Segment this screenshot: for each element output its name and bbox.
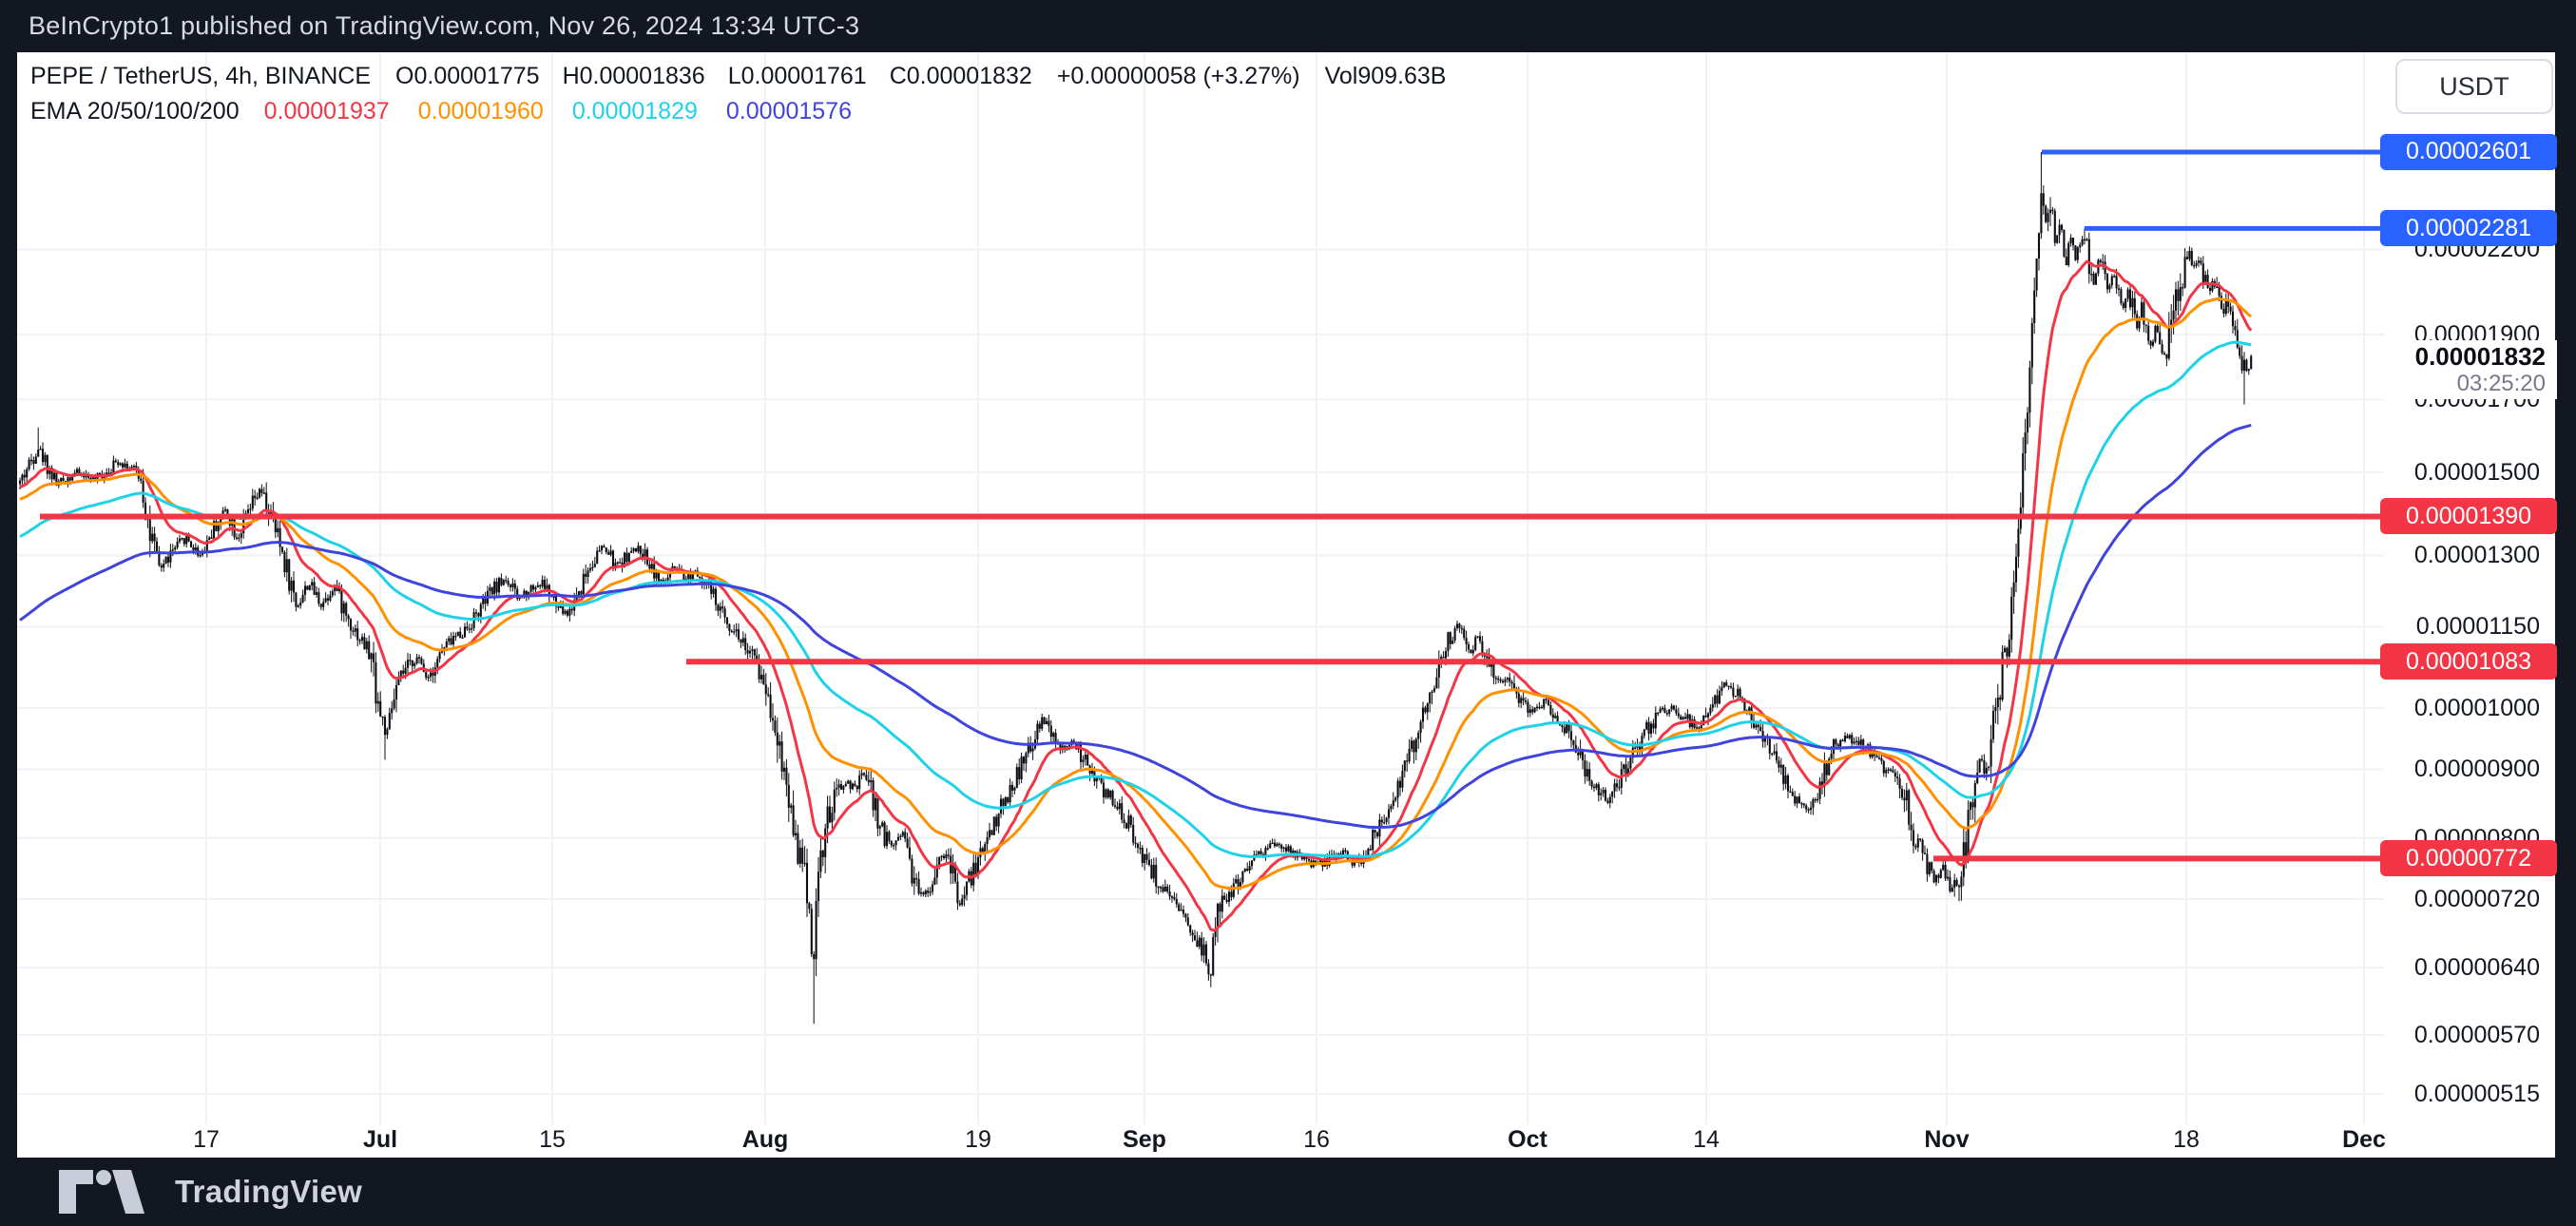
currency-toggle-button[interactable]: USDT xyxy=(2395,59,2553,114)
time-tick-label: 18 xyxy=(2173,1126,2200,1153)
time-scale[interactable]: 17 Jul 15 Aug 19 Sep 16 Oct 14 Nov 18 Dec xyxy=(17,1124,2555,1158)
price-tick-label: 0.00001500 xyxy=(2413,458,2540,486)
candles-layer xyxy=(18,151,2253,1025)
ema-20-line xyxy=(19,259,2253,932)
time-tick-label: Aug xyxy=(741,1126,789,1153)
ema-200-line xyxy=(19,423,2252,830)
ohlc-values: O0.00001775 H0.00001836 L0.00001761 C0.0000… xyxy=(395,63,1032,90)
change-value: +0.00000058 (+3.27%) xyxy=(1056,63,1300,89)
time-tick-label: Jul xyxy=(362,1126,398,1153)
ema-100-value: 0.00001829 xyxy=(571,98,698,125)
legend-symbol-row: PEPE / TetherUS, 4h, BINANCE O0.00001775… xyxy=(30,63,1447,90)
current-price-label: 0.00001832 03:25:20 xyxy=(2378,340,2557,399)
time-tick-label: Sep xyxy=(1123,1126,1166,1153)
ohlc-c-value: C0.00001832 xyxy=(889,63,1032,89)
support-price-label[interactable]: 0.00001083 xyxy=(2380,643,2557,680)
support-price-label[interactable]: 0.00001390 xyxy=(2380,498,2557,535)
ohlc-o-value: O0.00001775 xyxy=(395,63,540,89)
support-price-label[interactable]: 0.00000772 xyxy=(2380,840,2557,877)
symbol-title[interactable]: PEPE / TetherUS, 4h, BINANCE xyxy=(30,63,372,89)
resistance-price-label[interactable]: 0.00002601 xyxy=(2380,133,2557,170)
bar-countdown-timer: 03:25:20 xyxy=(2456,371,2546,396)
time-tick-label: 17 xyxy=(193,1126,220,1153)
tradingview-logo-icon xyxy=(59,1170,144,1214)
ema-indicator-label[interactable]: EMA 20/50/100/200 xyxy=(30,98,240,125)
ema-20-value: 0.00001937 xyxy=(263,98,390,125)
ema-50-value: 0.00001960 xyxy=(417,98,544,125)
right-edge-strip xyxy=(2555,52,2576,1158)
volume-value: Vol909.63B xyxy=(1324,63,1447,89)
resistance-price-label[interactable]: 0.00002281 xyxy=(2380,210,2557,247)
attribution-text: BeInCrypto1 published on TradingView.com… xyxy=(29,11,860,40)
left-edge-strip xyxy=(0,52,17,1158)
current-price-value: 0.00001832 xyxy=(2414,342,2546,371)
ema-200-value: 0.00001576 xyxy=(725,98,852,125)
ema-values: 0.00001937 0.00001960 0.00001829 0.00001576 xyxy=(264,98,852,125)
time-tick-label: Oct xyxy=(1508,1126,1548,1153)
time-tick-label: 14 xyxy=(1693,1126,1720,1153)
bottom-bar: TradingView xyxy=(0,1158,2576,1226)
time-tick-label: 15 xyxy=(539,1126,566,1153)
time-tick-label: Nov xyxy=(1924,1126,1970,1153)
time-tick-label: Dec xyxy=(2342,1126,2386,1153)
ohlc-l-value: L0.00001761 xyxy=(727,63,867,89)
legend-ema-row: EMA 20/50/100/200 0.00001937 0.00001960 0.… xyxy=(30,98,1447,125)
time-tick-label: 19 xyxy=(965,1126,991,1153)
price-tick-label: 0.00000900 xyxy=(2413,756,2540,783)
price-tick-label: 0.00000515 xyxy=(2413,1081,2540,1108)
price-tick-label: 0.00000720 xyxy=(2413,886,2540,913)
price-tick-label: 0.00001000 xyxy=(2413,695,2540,721)
ema-100-line xyxy=(19,340,2252,858)
gridlines xyxy=(17,52,2384,1124)
attribution-bar: BeInCrypto1 published on TradingView.com… xyxy=(0,0,2576,52)
price-tick-label: 0.00001300 xyxy=(2413,542,2540,569)
price-tick-label: 0.00000570 xyxy=(2413,1022,2540,1049)
chart-background xyxy=(17,52,2555,1158)
ema-50-line xyxy=(19,297,2253,891)
price-tick-label: 0.00000640 xyxy=(2413,954,2540,982)
tradingview-logo[interactable]: TradingView xyxy=(59,1170,362,1214)
brand-text: TradingView xyxy=(175,1174,363,1209)
ohlc-h-value: H0.00001836 xyxy=(562,63,705,89)
price-tick-label: 0.00001150 xyxy=(2415,613,2540,641)
time-tick-label: 16 xyxy=(1303,1126,1330,1153)
chart-legend: PEPE / TetherUS, 4h, BINANCE O0.00001775… xyxy=(30,63,1447,125)
